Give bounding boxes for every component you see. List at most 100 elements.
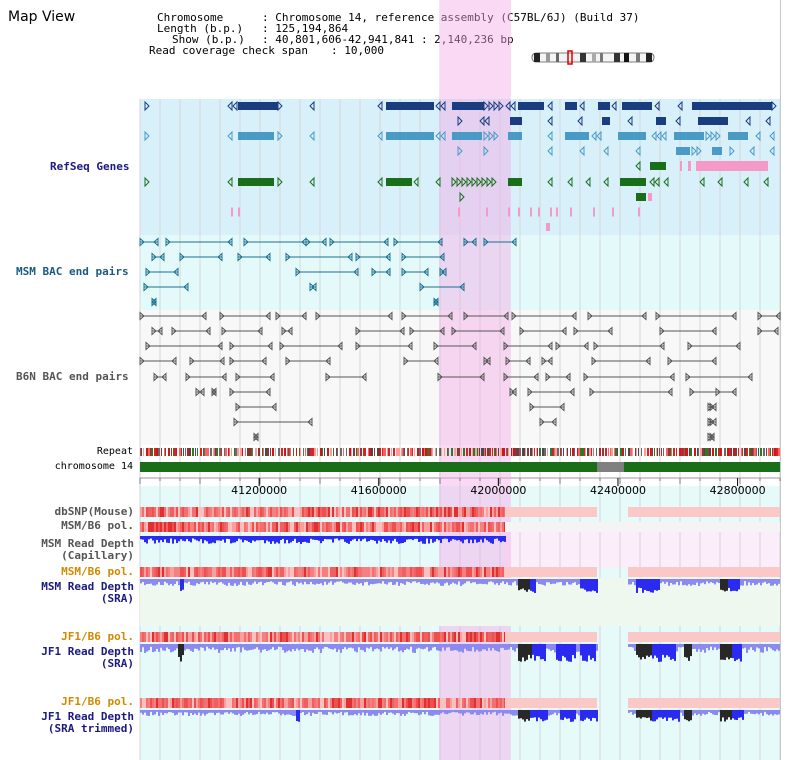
depth-bar <box>656 579 658 591</box>
depth-bar <box>568 710 570 719</box>
depth-bar <box>760 644 762 653</box>
strand-arrow <box>483 100 489 112</box>
strand-arrow <box>654 176 660 188</box>
pol-segment <box>236 507 238 517</box>
bac-end-arrow <box>509 387 515 397</box>
pol-segment <box>280 507 282 517</box>
depth-bar <box>424 579 426 585</box>
pol-segment <box>388 567 390 577</box>
repeat-stripe <box>770 448 771 456</box>
track-label-refseq[interactable]: RefSeq Genes <box>50 160 130 173</box>
pol-segment <box>148 567 150 577</box>
pol-segment <box>216 698 218 708</box>
gene-arrows <box>699 176 705 188</box>
pol-segment <box>416 567 418 577</box>
pol-segment <box>408 632 410 642</box>
track-label-msm-depth-capillary-sub: (Capillary) <box>61 549 134 562</box>
pol-segment <box>244 632 246 642</box>
bac-end-arrow <box>267 341 273 351</box>
repeat-stripe <box>203 448 204 456</box>
pol-segment <box>346 632 348 642</box>
pol-segment <box>356 567 358 577</box>
strand-arrow <box>488 100 494 112</box>
depth-bar <box>498 579 500 586</box>
track-label-b6n-bac[interactable]: B6N BAC end pairs <box>16 370 129 383</box>
depth-bar <box>488 644 490 648</box>
depth-bar <box>156 710 158 712</box>
depth-bar <box>634 579 636 586</box>
bac-end-pair <box>281 326 293 336</box>
msm-pol-bar <box>140 522 506 532</box>
bac-end-arrow <box>229 341 235 351</box>
depth-bar <box>206 644 208 647</box>
repeat-stripe <box>578 448 580 456</box>
depth-bar <box>410 710 412 713</box>
gene-arrows <box>567 176 573 188</box>
depth-bar <box>478 644 480 652</box>
bac-end-arrow <box>219 356 225 366</box>
bac-end-arrow <box>547 341 553 351</box>
depth-bar <box>240 536 242 540</box>
depth-bar <box>396 644 398 648</box>
pol-segment <box>178 567 180 577</box>
pol-segment <box>186 698 188 708</box>
depth-bar <box>718 579 720 584</box>
gene-arrows <box>547 145 553 157</box>
bac-end-pair <box>707 402 717 412</box>
gene-arrows <box>654 100 660 112</box>
gene-arrows <box>144 176 150 188</box>
repeat-stripe <box>550 448 552 456</box>
chromosome-ideogram[interactable] <box>531 50 655 65</box>
depth-bar <box>546 710 548 720</box>
depth-bar <box>676 579 678 583</box>
depth-bar <box>736 644 738 660</box>
repeat-stripe <box>593 448 594 456</box>
depth-bar <box>428 536 430 544</box>
repeat-stripe <box>574 448 575 456</box>
pol-segment <box>426 507 428 517</box>
bac-end-arrow <box>409 326 415 336</box>
depth-bar <box>224 710 226 713</box>
pol-segment <box>232 507 234 517</box>
depth-bar <box>492 579 494 583</box>
depth-bar <box>368 579 370 586</box>
depth-bar <box>190 579 192 586</box>
depth-bar <box>298 536 300 543</box>
pol-segment <box>458 698 460 708</box>
depth-bar <box>184 644 186 651</box>
pol-segment <box>264 632 266 642</box>
msm-bac-features[interactable] <box>139 237 517 307</box>
bac-end-arrow <box>393 237 399 247</box>
repeat-stripe <box>414 448 415 456</box>
pol-segment <box>178 522 180 532</box>
chromosome-bar[interactable] <box>140 462 780 472</box>
pol-segment <box>188 507 190 517</box>
pol-segment <box>336 698 338 708</box>
pol-segment <box>488 632 490 642</box>
depth-bar <box>378 536 380 541</box>
refseq-gene-features[interactable] <box>144 100 777 231</box>
pol-segment <box>442 698 444 708</box>
depth-bar <box>660 710 662 718</box>
track-label-msm-bac[interactable]: MSM BAC end pairs <box>16 265 129 278</box>
depth-bar <box>506 710 508 714</box>
pol-segment <box>424 632 426 642</box>
depth-bar <box>226 710 228 713</box>
depth-bar <box>252 579 254 584</box>
depth-bar <box>584 579 586 590</box>
depth-bar <box>398 710 400 714</box>
depth-bar <box>674 710 676 719</box>
bac-end-arrow <box>399 326 405 336</box>
axis-tick-label: 42000000 <box>470 484 527 497</box>
pol-segment <box>238 698 240 708</box>
track-label-repeat: Repeat <box>96 446 133 457</box>
pol-segment <box>398 632 400 642</box>
repeat-stripe <box>683 448 684 456</box>
track-label-msm-b6-pol: MSM/B6 pol. <box>61 519 134 532</box>
depth-bar <box>178 644 180 657</box>
depth-bar <box>746 644 748 653</box>
b6n-bac-features[interactable] <box>139 311 781 442</box>
repeat-stripe <box>324 448 325 456</box>
depth-bar <box>736 710 738 720</box>
pol-segment <box>310 567 312 577</box>
